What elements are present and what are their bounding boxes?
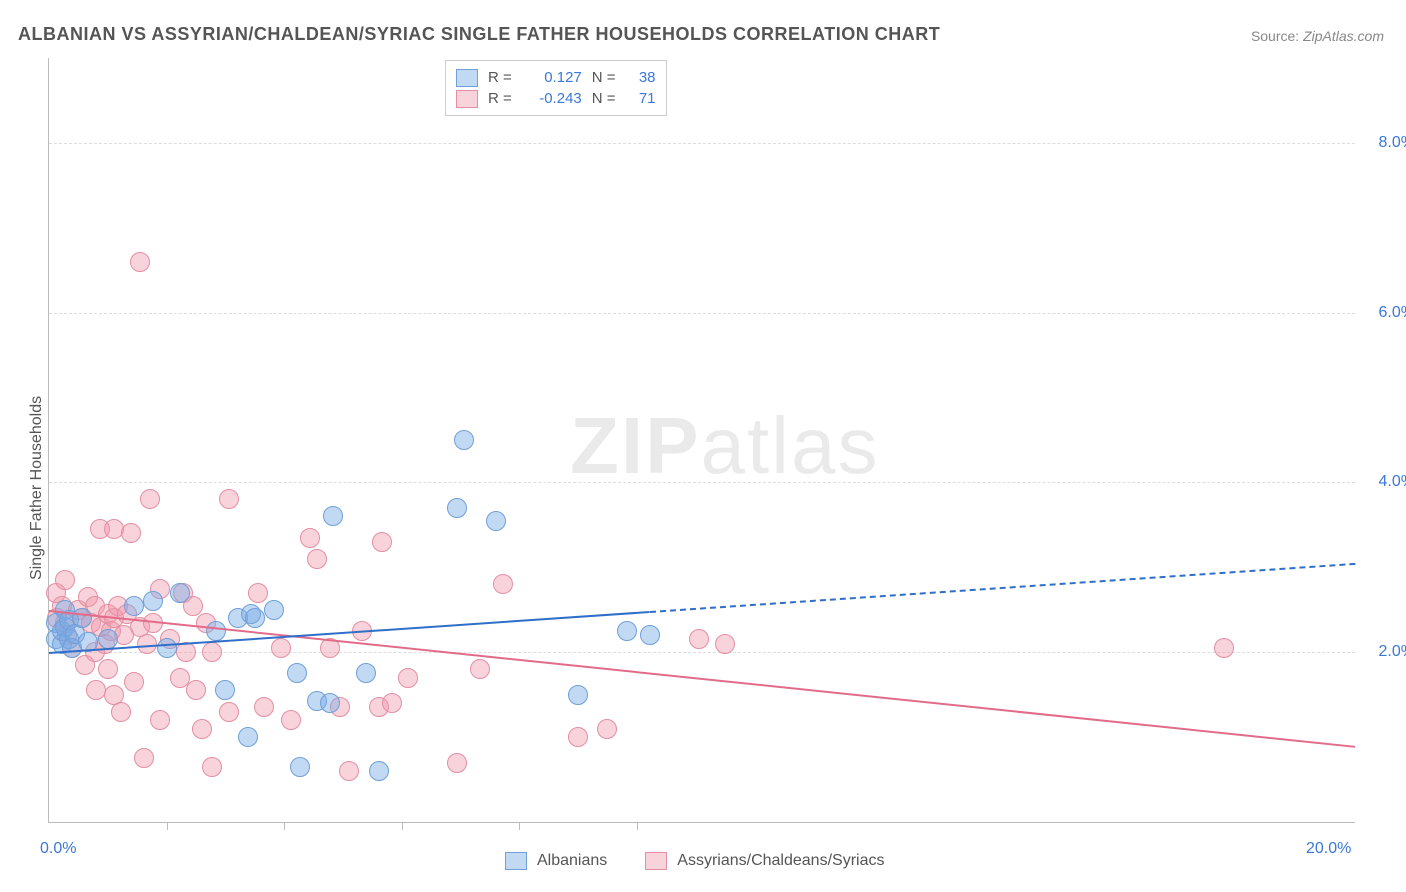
gridline xyxy=(49,652,1355,653)
legend-swatch-albanian xyxy=(456,69,478,87)
data-point-assyrian xyxy=(186,680,206,700)
data-point-assyrian xyxy=(202,642,222,662)
data-point-albanian xyxy=(617,621,637,641)
y-tick-label: 6.0% xyxy=(1365,304,1406,322)
data-point-assyrian xyxy=(219,702,239,722)
data-point-assyrian xyxy=(493,574,513,594)
legend-label-albanian: Albanians xyxy=(537,852,607,870)
data-point-assyrian xyxy=(447,753,467,773)
data-point-albanian xyxy=(238,727,258,747)
legend-swatch-assyrian xyxy=(456,90,478,108)
legend-r-label: R = xyxy=(488,88,512,109)
source-attribution: Source: ZipAtlas.com xyxy=(1251,28,1384,44)
data-point-assyrian xyxy=(130,252,150,272)
legend-n-value-assyrian: 71 xyxy=(626,88,656,109)
legend-r-value-albanian: 0.127 xyxy=(522,67,582,88)
data-point-assyrian xyxy=(98,659,118,679)
data-point-albanian xyxy=(245,608,265,628)
legend-row-albanian: R = 0.127 N = 38 xyxy=(456,67,656,88)
x-tick-label: 20.0% xyxy=(1306,840,1351,858)
data-point-assyrian xyxy=(254,697,274,717)
data-point-assyrian xyxy=(86,680,106,700)
data-point-assyrian xyxy=(470,659,490,679)
data-point-assyrian xyxy=(137,634,157,654)
correlation-legend-box: R = 0.127 N = 38 R = -0.243 N = 71 xyxy=(445,60,667,116)
data-point-assyrian xyxy=(176,642,196,662)
data-point-assyrian xyxy=(689,629,709,649)
y-axis-title: Single Father Households xyxy=(28,396,46,580)
data-point-assyrian xyxy=(140,489,160,509)
data-point-albanian xyxy=(320,693,340,713)
legend-n-label: N = xyxy=(592,88,616,109)
legend-r-label: R = xyxy=(488,67,512,88)
data-point-assyrian xyxy=(134,748,154,768)
data-point-assyrian xyxy=(111,702,131,722)
data-point-assyrian xyxy=(339,761,359,781)
legend-n-label: N = xyxy=(592,67,616,88)
data-point-albanian xyxy=(369,761,389,781)
x-tick xyxy=(402,822,403,830)
data-point-assyrian xyxy=(192,719,212,739)
data-point-assyrian xyxy=(124,672,144,692)
x-tick xyxy=(519,822,520,830)
data-point-albanian xyxy=(157,638,177,658)
data-point-assyrian xyxy=(568,727,588,747)
data-point-assyrian xyxy=(271,638,291,658)
data-point-assyrian xyxy=(715,634,735,654)
data-point-assyrian xyxy=(202,757,222,777)
data-point-assyrian xyxy=(55,570,75,590)
legend-row-assyrian: R = -0.243 N = 71 xyxy=(456,88,656,109)
y-tick-label: 8.0% xyxy=(1365,134,1406,152)
chart-title: ALBANIAN VS ASSYRIAN/CHALDEAN/SYRIAC SIN… xyxy=(18,24,940,45)
data-point-assyrian xyxy=(307,549,327,569)
data-point-assyrian xyxy=(219,489,239,509)
legend-r-value-assyrian: -0.243 xyxy=(522,88,582,109)
data-point-albanian xyxy=(143,591,163,611)
source-prefix: Source: xyxy=(1251,28,1303,44)
data-point-assyrian xyxy=(248,583,268,603)
data-point-assyrian xyxy=(382,693,402,713)
data-point-albanian xyxy=(454,430,474,450)
data-point-assyrian xyxy=(597,719,617,739)
plot-area: 2.0%4.0%6.0%8.0% xyxy=(48,58,1355,823)
data-point-albanian xyxy=(568,685,588,705)
legend-n-value-albanian: 38 xyxy=(626,67,656,88)
legend-label-assyrian: Assyrians/Chaldeans/Syriacs xyxy=(677,852,884,870)
data-point-assyrian xyxy=(300,528,320,548)
data-point-albanian xyxy=(170,583,190,603)
gridline xyxy=(49,482,1355,483)
data-point-albanian xyxy=(356,663,376,683)
data-point-albanian xyxy=(72,608,92,628)
data-point-assyrian xyxy=(398,668,418,688)
data-point-albanian xyxy=(486,511,506,531)
data-point-albanian xyxy=(264,600,284,620)
x-tick xyxy=(284,822,285,830)
x-tick xyxy=(637,822,638,830)
data-point-albanian xyxy=(447,498,467,518)
source-name: ZipAtlas.com xyxy=(1303,28,1384,44)
trend-line-albanian xyxy=(650,563,1355,613)
data-point-assyrian xyxy=(1214,638,1234,658)
legend-swatch-albanian xyxy=(505,852,527,870)
data-point-albanian xyxy=(323,506,343,526)
data-point-assyrian xyxy=(281,710,301,730)
data-point-assyrian xyxy=(150,710,170,730)
data-point-assyrian xyxy=(372,532,392,552)
data-point-albanian xyxy=(640,625,660,645)
gridline xyxy=(49,313,1355,314)
data-point-albanian xyxy=(124,596,144,616)
data-point-albanian xyxy=(215,680,235,700)
gridline xyxy=(49,143,1355,144)
y-tick-label: 4.0% xyxy=(1365,473,1406,491)
data-point-albanian xyxy=(287,663,307,683)
series-legend: Albanians Assyrians/Chaldeans/Syriacs xyxy=(505,852,884,870)
x-tick-label: 0.0% xyxy=(40,840,76,858)
x-tick xyxy=(167,822,168,830)
data-point-albanian xyxy=(290,757,310,777)
y-tick-label: 2.0% xyxy=(1365,643,1406,661)
data-point-albanian xyxy=(206,621,226,641)
legend-swatch-assyrian xyxy=(645,852,667,870)
data-point-assyrian xyxy=(121,523,141,543)
